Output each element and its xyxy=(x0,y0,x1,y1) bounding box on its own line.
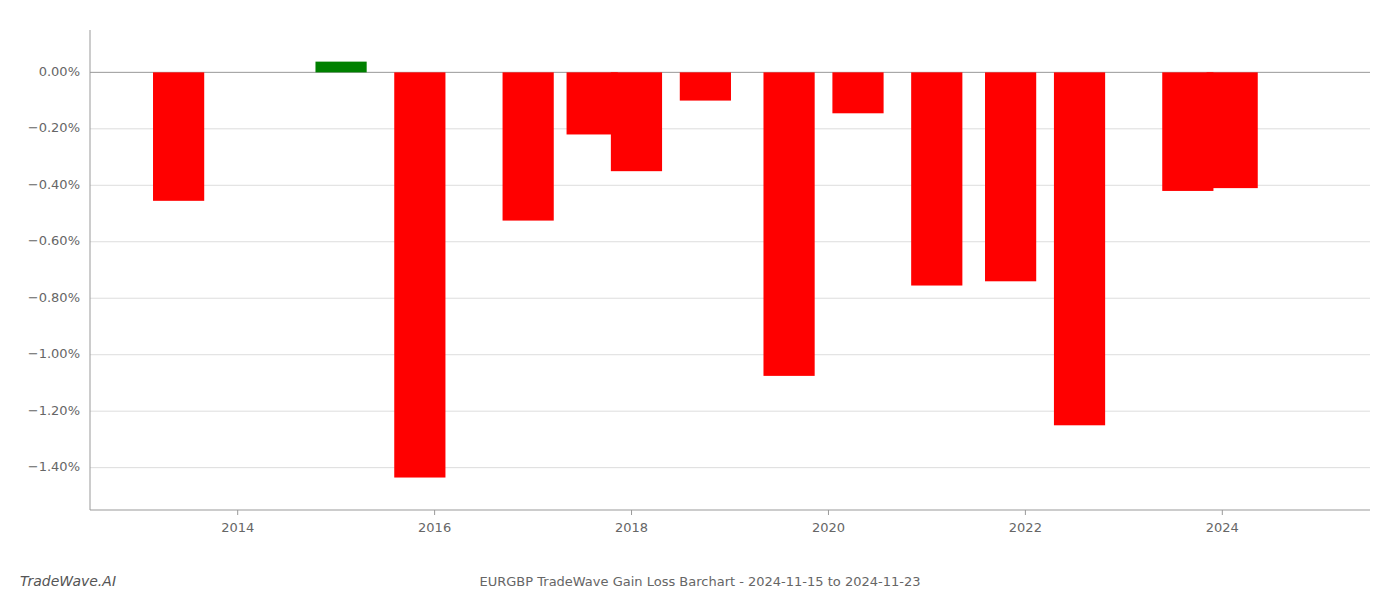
grid-line xyxy=(90,241,1370,242)
bars xyxy=(153,62,1258,478)
x-tick-label: 2024 xyxy=(1206,520,1239,535)
bar xyxy=(985,72,1036,281)
x-tick xyxy=(1222,510,1223,515)
bar xyxy=(832,72,883,113)
x-tick xyxy=(434,510,435,515)
y-tick-label: 0.00% xyxy=(39,64,80,79)
bar xyxy=(763,72,814,376)
y-tick-label: −1.20% xyxy=(28,403,80,418)
x-tick-label: 2018 xyxy=(615,520,648,535)
bar xyxy=(394,72,445,477)
x-tick-label: 2020 xyxy=(812,520,845,535)
y-grid xyxy=(90,72,1370,467)
x-tick-label: 2014 xyxy=(221,520,254,535)
watermark: TradeWave.AI xyxy=(20,573,116,589)
y-tick-label: −1.40% xyxy=(28,459,80,474)
bar xyxy=(153,72,204,200)
bar xyxy=(911,72,962,285)
grid-line xyxy=(90,298,1370,299)
x-axis-line xyxy=(90,510,1370,511)
y-tick-label: −0.20% xyxy=(28,120,80,135)
bar xyxy=(315,62,366,73)
x-tick xyxy=(237,510,238,515)
background xyxy=(0,0,1400,600)
bar xyxy=(1054,72,1105,425)
x-tick xyxy=(1025,510,1026,515)
bar xyxy=(503,72,554,220)
bar xyxy=(1207,72,1258,188)
bar xyxy=(1162,72,1213,191)
x-ticks: 2014 2016 2018 2020 2022 2024 xyxy=(221,510,1239,535)
y-axis-line xyxy=(90,30,91,510)
x-tick xyxy=(631,510,632,515)
y-tick-label: −0.40% xyxy=(28,177,80,192)
bar xyxy=(680,72,731,100)
y-tick-label: −0.80% xyxy=(28,290,80,305)
y-tick-label: −1.00% xyxy=(28,346,80,361)
y-tick-labels: 0.00% −0.20% −0.40% −0.60% −0.80% −1.00% −1.20… xyxy=(28,64,80,474)
bar xyxy=(611,72,662,171)
grid-line xyxy=(90,411,1370,412)
x-tick-label: 2016 xyxy=(418,520,451,535)
x-tick xyxy=(828,510,829,515)
caption: EURGBP TradeWave Gain Loss Barchart - 20… xyxy=(480,574,921,589)
grid-line xyxy=(90,354,1370,355)
bar xyxy=(567,72,618,134)
y-tick-label: −0.60% xyxy=(28,233,80,248)
x-tick-label: 2022 xyxy=(1009,520,1042,535)
grid-line xyxy=(90,467,1370,468)
chart: 0.00% −0.20% −0.40% −0.60% −0.80% −1.00% −1.20… xyxy=(0,0,1400,600)
